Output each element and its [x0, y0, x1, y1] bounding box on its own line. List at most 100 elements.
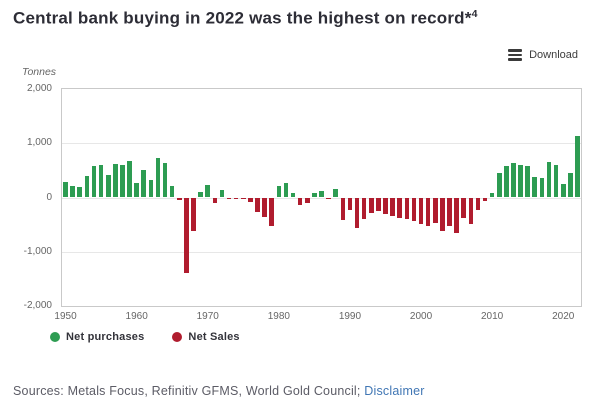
bar-1991	[354, 197, 360, 228]
bar-1978	[262, 197, 267, 217]
bar-1952	[77, 186, 83, 198]
bar-1972	[219, 190, 225, 198]
gridline-0	[62, 197, 581, 199]
x-tick-label-2000: 2000	[409, 311, 433, 322]
page-title-text: Central bank buying in 2022 was the high…	[13, 8, 472, 28]
bar-1987	[326, 197, 331, 200]
bar-2009	[482, 197, 488, 201]
net-sales-label: Net Sales	[188, 331, 240, 343]
bar-2014	[518, 164, 523, 198]
bar-1959	[127, 161, 132, 198]
bar-1976	[248, 197, 253, 203]
gridline--1000	[62, 251, 581, 253]
bar-1999	[411, 197, 417, 222]
y-tick-label-0: 0	[46, 191, 52, 203]
x-tick-label-1970: 1970	[196, 311, 219, 322]
bar-2021	[568, 173, 573, 198]
download-button[interactable]: Download	[508, 49, 578, 61]
bar-1951	[70, 186, 75, 198]
bar-1995	[383, 197, 388, 215]
bar-1963	[155, 157, 161, 198]
bar-1965	[169, 186, 175, 198]
bar-2000	[418, 197, 424, 224]
y-axis-unit-label: Tonnes	[22, 66, 57, 78]
bar-1979	[269, 197, 275, 226]
page-title: Central bank buying in 2022 was the high…	[13, 8, 478, 29]
bar-2004	[447, 197, 452, 227]
bar-1990	[347, 197, 353, 210]
bar-2019	[553, 164, 559, 198]
bar-1993	[368, 197, 374, 214]
bar-1985	[312, 192, 317, 198]
sources-line: Sources: Metals Focus, Refinitiv GFMS, W…	[13, 384, 425, 398]
hamburger-menu-icon	[508, 49, 523, 61]
plot-area	[61, 88, 582, 307]
bar-1969	[198, 192, 203, 198]
y-tick-label--2000: -2,000	[23, 300, 52, 311]
bar-1956	[105, 174, 111, 198]
bar-1970	[205, 184, 211, 198]
bar-1954	[91, 165, 97, 198]
legend: Net purchases Net Sales	[50, 331, 240, 343]
bar-1989	[340, 197, 346, 220]
y-tick-label-2000: 2,000	[26, 83, 52, 94]
bar-2015	[525, 166, 530, 198]
legend-item-net-sales: Net Sales	[172, 331, 240, 343]
y-tick-label--1000: -1,000	[23, 245, 52, 257]
bar-1996	[390, 197, 395, 217]
bar-1968	[191, 197, 196, 232]
x-tick-label-1950: 1950	[54, 311, 77, 322]
bar-1967	[184, 197, 189, 273]
bar-2010	[489, 193, 495, 198]
bar-2007	[468, 197, 474, 224]
bar-1955	[98, 165, 104, 198]
bar-1957	[113, 164, 118, 198]
sources-text: Sources: Metals Focus, Refinitiv GFMS, W…	[13, 384, 365, 398]
bar-2020	[560, 183, 566, 198]
bar-1988	[333, 188, 338, 198]
bar-1998	[404, 197, 410, 220]
bar-1958	[120, 165, 125, 198]
x-tick-label-1960: 1960	[125, 311, 148, 322]
title-footnote-superscript: 4	[471, 8, 478, 20]
bar-1992	[361, 197, 367, 220]
bar-1997	[397, 197, 402, 219]
bar-1962	[148, 180, 154, 198]
bar-2003	[440, 197, 445, 232]
bar-1986	[319, 190, 324, 198]
bar-1982	[290, 192, 296, 198]
bar-1961	[141, 169, 147, 198]
bar-1975	[240, 197, 246, 199]
legend-item-net-purchases: Net purchases	[50, 331, 144, 343]
bar-2006	[461, 197, 466, 218]
bar-1966	[177, 197, 182, 201]
x-tick-label-2010: 2010	[481, 311, 504, 322]
net-purchases-label: Net purchases	[66, 331, 145, 343]
bar-2005	[454, 197, 459, 234]
bar-2001	[425, 197, 431, 227]
x-tick-label-2020: 2020	[552, 311, 575, 322]
bar-1971	[212, 197, 218, 204]
bar-1974	[233, 197, 239, 199]
bar-1984	[304, 197, 310, 203]
download-label: Download	[529, 49, 578, 61]
net-purchases-swatch-icon	[50, 332, 60, 342]
bar-1973	[226, 197, 232, 199]
bar-2017	[539, 177, 545, 198]
bar-2008	[475, 197, 481, 210]
bar-2012	[504, 166, 509, 198]
bar-1964	[162, 162, 168, 198]
y-tick-label-1000: 1,000	[26, 137, 52, 149]
net-sales-swatch-icon	[172, 332, 183, 342]
bar-1981	[283, 182, 289, 198]
bar-1994	[376, 197, 381, 212]
bar-1980	[276, 185, 282, 198]
bar-2011	[496, 172, 502, 198]
bar-1983	[297, 197, 303, 206]
bar-1950	[63, 182, 68, 198]
bar-2022	[575, 136, 580, 198]
bar-1953	[84, 176, 90, 198]
bar-2002	[432, 197, 438, 223]
bar-2018	[546, 162, 552, 198]
disclaimer-link[interactable]: Disclaimer	[364, 384, 425, 398]
